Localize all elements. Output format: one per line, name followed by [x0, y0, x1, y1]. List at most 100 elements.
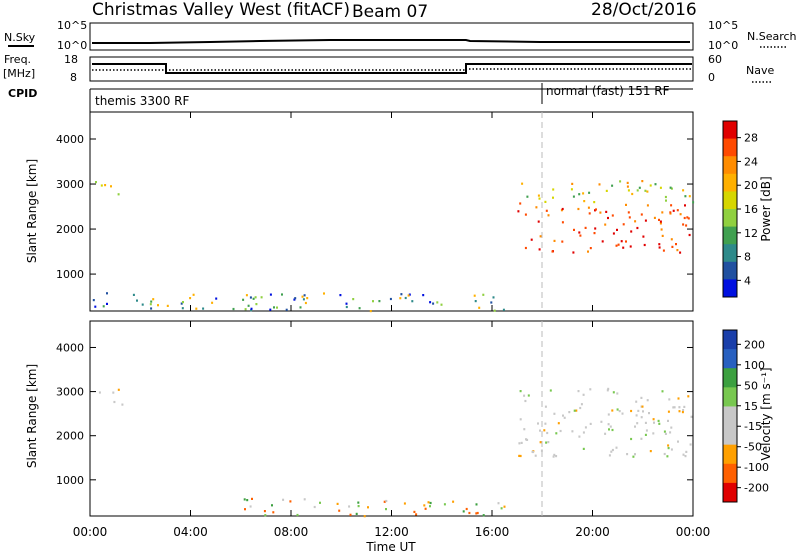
echo-cell	[575, 409, 578, 412]
echo-cell	[689, 443, 692, 446]
colorbar-swatch	[723, 209, 737, 228]
echo-cell	[579, 234, 582, 237]
echo-cell	[429, 301, 432, 304]
colorbar-swatch	[723, 387, 737, 407]
colorbar-tick-label: 24	[744, 155, 758, 168]
echo-cell	[652, 418, 655, 421]
echo-cell	[611, 448, 614, 452]
echo-cell	[323, 292, 325, 295]
echo-cell	[313, 505, 316, 509]
echo-cell	[682, 409, 685, 412]
echo-cell	[630, 437, 633, 441]
x-tick-label: 20:00	[575, 525, 610, 539]
echo-cell	[243, 498, 246, 501]
echo-cell	[523, 394, 526, 397]
echo-cell	[661, 211, 664, 214]
echo-cell	[652, 432, 655, 435]
echo-cell	[578, 231, 581, 234]
echo-cell	[424, 507, 427, 510]
echo-cell	[94, 305, 97, 308]
nsearch-tick-bottom: 10^0	[708, 39, 738, 52]
echo-cell	[242, 298, 245, 301]
echo-cell	[281, 293, 283, 296]
echo-cell	[523, 428, 526, 431]
echo-cell	[429, 505, 431, 508]
echo-cell	[659, 220, 662, 223]
echo-cell	[570, 188, 573, 191]
echo-cell	[348, 505, 351, 508]
echo-cell	[676, 249, 679, 252]
freq-tick-top: 18	[64, 53, 78, 66]
colorbar-swatch	[723, 349, 737, 369]
echo-cell	[685, 450, 688, 453]
x-tick-label: 16:00	[475, 525, 510, 539]
nave-tick-top: 60	[708, 53, 722, 66]
echo-cell	[211, 301, 214, 304]
echo-cell	[616, 392, 619, 395]
echo-cell	[626, 181, 629, 184]
echo-cell	[640, 416, 643, 419]
echo-cell	[521, 182, 524, 185]
echo-cell	[136, 299, 138, 302]
y-tick-label: 3000	[56, 178, 84, 191]
echo-cell	[620, 240, 623, 243]
colorbar-swatch	[723, 226, 737, 245]
echo-cell	[475, 512, 478, 515]
colorbar-tick-label: 100	[744, 359, 765, 372]
echo-cell	[363, 515, 366, 518]
echo-cell	[545, 441, 548, 444]
echo-cell	[571, 182, 574, 185]
echo-cell	[338, 509, 341, 512]
y-tick-label: 2000	[56, 430, 84, 443]
echo-cell	[98, 391, 101, 394]
echo-cell	[667, 444, 670, 447]
echo-cell	[244, 508, 246, 511]
echo-cell	[549, 389, 552, 392]
echo-cell	[345, 302, 348, 305]
echo-cell	[389, 297, 392, 301]
colorbar-tick-label: 28	[744, 132, 758, 145]
echo-cell	[544, 200, 547, 203]
echo-cell	[301, 295, 304, 298]
echo-cell	[100, 184, 103, 187]
echo-cell	[577, 207, 580, 211]
echo-cell	[553, 453, 556, 456]
time-x-axis: 00:00 04:00 08:00 12:00 16:00 20:00 00:00	[73, 112, 710, 539]
echo-cell	[296, 513, 299, 517]
echo-cell	[252, 297, 255, 300]
echo-cell	[264, 514, 267, 517]
echo-cell	[319, 501, 321, 504]
colorbar-swatch	[723, 191, 737, 210]
echo-cell	[357, 505, 360, 508]
echo-cell	[649, 184, 652, 187]
echo-cell	[671, 245, 674, 248]
nsearch-tick-top: 10^5	[708, 19, 738, 32]
echo-cell	[452, 500, 455, 503]
echo-cell	[692, 201, 695, 204]
echo-cell	[345, 305, 348, 309]
echo-cell	[672, 209, 675, 212]
echo-cell	[500, 507, 503, 510]
echo-cell	[527, 394, 530, 397]
echo-cell	[669, 211, 672, 214]
cpid-strip: CPID themis 3300 RF normal (fast) 151 RF	[8, 83, 693, 112]
echo-cell	[632, 455, 635, 458]
echo-cell	[666, 455, 669, 458]
echo-cell	[634, 425, 636, 428]
echo-cell	[593, 232, 596, 235]
freq-trace	[92, 63, 692, 74]
echo-cell	[560, 209, 563, 212]
echo-cell	[658, 246, 661, 249]
echo-cell	[594, 227, 597, 230]
power-y-axis: 1000 2000 3000 4000	[56, 133, 693, 281]
echo-cell	[664, 432, 667, 435]
echo-cell	[572, 195, 575, 198]
freq-unit: [MHz]	[3, 67, 35, 80]
echo-cell	[670, 204, 673, 207]
echo-cell	[685, 224, 688, 227]
echo-cell	[598, 183, 601, 186]
echo-cell	[141, 303, 144, 306]
echo-cell	[617, 243, 620, 246]
echo-cell	[670, 238, 673, 241]
echo-cell	[605, 189, 608, 192]
